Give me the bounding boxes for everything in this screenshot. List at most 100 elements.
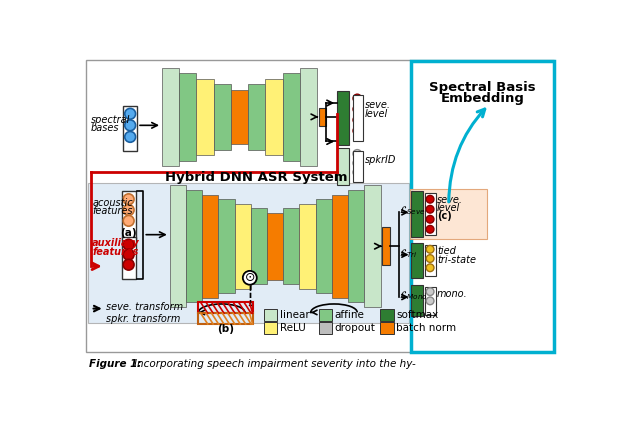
- Bar: [319, 308, 332, 321]
- Text: seve. transform: seve. transform: [106, 302, 183, 312]
- Text: $\mathcal{L}_{Tri}$: $\mathcal{L}_{Tri}$: [399, 247, 418, 260]
- Bar: [381, 322, 394, 334]
- Bar: [121, 191, 136, 238]
- Circle shape: [353, 168, 361, 176]
- Bar: [264, 322, 277, 334]
- Text: ReLU: ReLU: [280, 323, 305, 333]
- Text: (c): (c): [437, 211, 452, 221]
- Bar: [198, 303, 253, 313]
- Bar: [248, 84, 265, 149]
- Text: bases: bases: [91, 123, 119, 133]
- Circle shape: [123, 259, 134, 270]
- Text: $\mathcal{L}_{Mono}$: $\mathcal{L}_{Mono}$: [399, 289, 428, 302]
- Bar: [364, 185, 381, 307]
- Circle shape: [426, 288, 434, 295]
- Text: spectral: spectral: [91, 115, 130, 125]
- Bar: [332, 195, 348, 298]
- Text: Hybrid DNN ASR System: Hybrid DNN ASR System: [165, 171, 348, 184]
- Text: auxiliary: auxiliary: [92, 238, 140, 248]
- Circle shape: [123, 215, 134, 226]
- Circle shape: [353, 127, 361, 135]
- Circle shape: [123, 194, 134, 205]
- Text: Spectral Basis: Spectral Basis: [429, 81, 536, 94]
- Text: spkr. transform: spkr. transform: [106, 314, 180, 324]
- Bar: [348, 190, 364, 303]
- Bar: [411, 286, 423, 316]
- Bar: [213, 84, 231, 149]
- Bar: [319, 322, 332, 334]
- Bar: [381, 308, 394, 321]
- Text: (a): (a): [120, 228, 137, 238]
- Circle shape: [426, 195, 434, 203]
- Bar: [123, 106, 137, 151]
- Text: ⊙: ⊙: [245, 271, 255, 284]
- Bar: [88, 183, 409, 323]
- Text: linear: linear: [280, 310, 309, 320]
- Text: tri-state: tri-state: [437, 255, 476, 265]
- Circle shape: [353, 149, 361, 158]
- Bar: [337, 148, 349, 184]
- Text: seve.: seve.: [437, 195, 463, 205]
- Circle shape: [353, 105, 361, 114]
- Circle shape: [426, 225, 434, 233]
- Text: affine: affine: [334, 310, 364, 320]
- Bar: [411, 62, 554, 352]
- Circle shape: [353, 94, 361, 103]
- Circle shape: [426, 264, 434, 272]
- Bar: [282, 73, 300, 161]
- Text: dropout: dropout: [334, 323, 375, 333]
- Bar: [202, 195, 218, 298]
- Circle shape: [426, 206, 434, 213]
- Text: batch norm: batch norm: [396, 323, 456, 333]
- Bar: [424, 245, 436, 276]
- Text: Embedding: Embedding: [441, 92, 525, 105]
- Circle shape: [426, 297, 434, 305]
- Circle shape: [125, 120, 136, 131]
- Bar: [300, 68, 317, 166]
- Bar: [267, 213, 283, 280]
- Bar: [283, 208, 299, 284]
- Text: acoustic: acoustic: [92, 198, 133, 208]
- Bar: [170, 185, 186, 307]
- Bar: [218, 199, 235, 293]
- Circle shape: [353, 159, 361, 167]
- Circle shape: [243, 271, 257, 285]
- Circle shape: [353, 116, 361, 124]
- Text: mono.: mono.: [437, 289, 468, 299]
- Bar: [424, 193, 436, 235]
- Bar: [198, 313, 253, 324]
- Text: features: features: [92, 246, 138, 257]
- Bar: [352, 95, 362, 141]
- Circle shape: [125, 132, 136, 142]
- Bar: [251, 208, 267, 284]
- Bar: [264, 308, 277, 321]
- Bar: [410, 189, 488, 239]
- Circle shape: [426, 255, 434, 262]
- Bar: [235, 204, 251, 289]
- Text: Figure 1:: Figure 1:: [89, 359, 141, 369]
- Bar: [316, 199, 332, 293]
- Circle shape: [123, 205, 134, 215]
- Bar: [352, 151, 362, 181]
- Text: features: features: [92, 206, 133, 216]
- Circle shape: [123, 239, 134, 250]
- Bar: [265, 78, 282, 155]
- Bar: [299, 204, 316, 289]
- Text: softmax: softmax: [396, 310, 438, 320]
- Text: spkrID: spkrID: [365, 155, 396, 165]
- Circle shape: [426, 246, 434, 253]
- Circle shape: [125, 108, 136, 119]
- Bar: [337, 91, 349, 145]
- Text: $\mathcal{L}_{Seve}$: $\mathcal{L}_{Seve}$: [399, 204, 426, 217]
- Circle shape: [123, 249, 134, 260]
- Text: (b): (b): [217, 325, 234, 334]
- Bar: [319, 108, 326, 126]
- Bar: [231, 90, 248, 144]
- Text: seve.: seve.: [365, 100, 391, 110]
- Text: Incorporating speech impairment severity into the hy-: Incorporating speech impairment severity…: [134, 359, 416, 369]
- Bar: [162, 68, 179, 166]
- Bar: [411, 243, 423, 278]
- Text: tied: tied: [437, 246, 456, 256]
- Bar: [179, 73, 197, 161]
- Bar: [424, 287, 436, 315]
